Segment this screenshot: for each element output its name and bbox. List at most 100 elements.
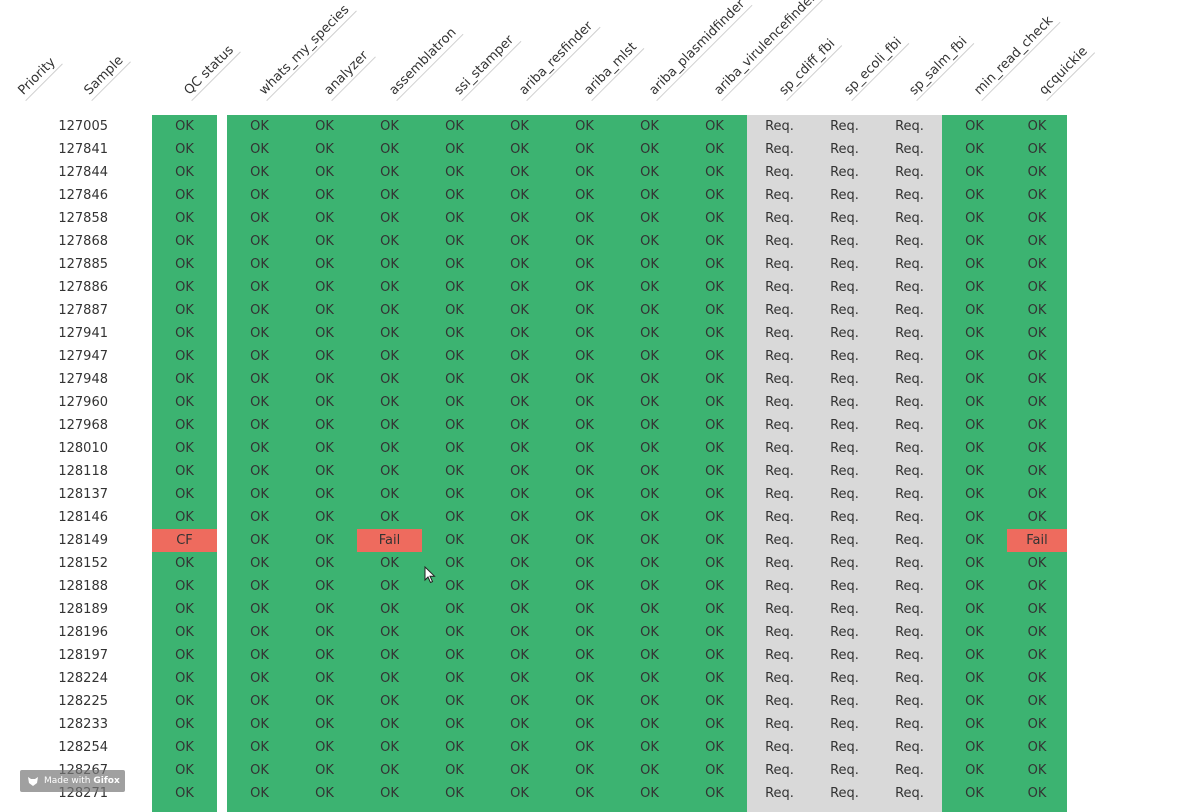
status-cell-qc[interactable]: OK [152, 575, 217, 598]
status-cell-sp-salm-fbi[interactable]: Req. [877, 713, 942, 736]
status-cell-ariba-plasmidfinder[interactable]: OK [617, 713, 682, 736]
status-cell-ariba-virulencefinder[interactable]: OK [682, 644, 747, 667]
status-cell-ariba-resfinder[interactable]: OK [487, 782, 552, 805]
status-cell-ariba-plasmidfinder[interactable]: OK [617, 736, 682, 759]
status-cell-qcquickie[interactable]: OK [1007, 368, 1067, 391]
status-cell-ssi-stamper[interactable]: OK [422, 138, 487, 161]
status-cell-ariba-resfinder[interactable]: OK [487, 506, 552, 529]
status-cell-sp-cdiff-fbi[interactable]: Req. [747, 276, 812, 299]
status-cell-ariba-plasmidfinder[interactable]: OK [617, 460, 682, 483]
status-cell-qc[interactable]: OK [152, 207, 217, 230]
status-cell-sp-ecoli-fbi[interactable]: Req. [812, 115, 877, 138]
status-cell-ssi-stamper[interactable]: OK [422, 483, 487, 506]
status-cell-ariba-virulencefinder[interactable]: OK [682, 345, 747, 368]
status-cell-ssi-stamper[interactable]: OK [422, 276, 487, 299]
status-cell-ssi-stamper[interactable]: OK [422, 414, 487, 437]
column-header-sp-ecoli-fbi[interactable]: sp_ecoli_fbi [840, 31, 910, 102]
status-cell-sp-ecoli-fbi[interactable]: Req. [812, 207, 877, 230]
status-cell-sp-salm-fbi[interactable]: Req. [877, 138, 942, 161]
status-cell-ssi-stamper[interactable]: OK [422, 460, 487, 483]
status-cell-qc[interactable]: OK [152, 184, 217, 207]
status-cell-whats-my-species[interactable]: OK [227, 414, 292, 437]
table-row[interactable]: 127947 OK OK OK OK OK OK OK OK OK Req. Req. Req. OK OK [0, 345, 1178, 368]
status-cell-sp-salm-fbi[interactable]: Req. [877, 437, 942, 460]
status-cell-sp-salm-fbi[interactable]: Req. [877, 230, 942, 253]
status-cell-qcquickie[interactable]: OK [1007, 299, 1067, 322]
status-cell-sp-salm-fbi[interactable]: Req. [877, 483, 942, 506]
status-cell-ariba-mlst[interactable]: OK [552, 667, 617, 690]
status-cell-min-read-check[interactable]: OK [942, 460, 1007, 483]
status-cell-ariba-virulencefinder[interactable]: OK [682, 391, 747, 414]
status-cell[interactable] [617, 805, 682, 812]
status-cell-ariba-mlst[interactable]: OK [552, 414, 617, 437]
status-cell-whats-my-species[interactable]: OK [227, 207, 292, 230]
column-header-priority[interactable]: Priority [14, 52, 63, 102]
status-cell-whats-my-species[interactable]: OK [227, 506, 292, 529]
status-cell-sp-salm-fbi[interactable]: Req. [877, 736, 942, 759]
status-cell-min-read-check[interactable]: OK [942, 207, 1007, 230]
table-row[interactable]: 128137 OK OK OK OK OK OK OK OK OK Req. Req. Req. OK OK [0, 483, 1178, 506]
status-cell-assemblatron[interactable]: OK [357, 368, 422, 391]
status-cell-ssi-stamper[interactable]: OK [422, 161, 487, 184]
status-cell-analyzer[interactable]: OK [292, 115, 357, 138]
status-cell-qcquickie[interactable]: OK [1007, 782, 1067, 805]
status-cell-analyzer[interactable]: OK [292, 644, 357, 667]
status-cell-sp-ecoli-fbi[interactable]: Req. [812, 575, 877, 598]
status-cell[interactable] [292, 805, 357, 812]
status-cell-ariba-plasmidfinder[interactable]: OK [617, 414, 682, 437]
status-cell-sp-ecoli-fbi[interactable]: Req. [812, 391, 877, 414]
status-cell-min-read-check[interactable]: OK [942, 161, 1007, 184]
status-cell-min-read-check[interactable]: OK [942, 437, 1007, 460]
status-cell-sp-cdiff-fbi[interactable]: Req. [747, 414, 812, 437]
status-cell-sp-cdiff-fbi[interactable]: Req. [747, 322, 812, 345]
status-cell-ssi-stamper[interactable]: OK [422, 115, 487, 138]
status-cell-sp-ecoli-fbi[interactable]: Req. [812, 621, 877, 644]
table-row[interactable]: 128224 OK OK OK OK OK OK OK OK OK Req. Req. Req. OK OK [0, 667, 1178, 690]
status-cell-min-read-check[interactable]: OK [942, 782, 1007, 805]
status-cell-ariba-resfinder[interactable]: OK [487, 184, 552, 207]
status-cell-whats-my-species[interactable]: OK [227, 713, 292, 736]
table-row[interactable]: 128254 OK OK OK OK OK OK OK OK OK Req. Req. Req. OK OK [0, 736, 1178, 759]
status-cell-whats-my-species[interactable]: OK [227, 138, 292, 161]
status-cell-qc[interactable]: OK [152, 414, 217, 437]
status-cell-sp-cdiff-fbi[interactable]: Req. [747, 575, 812, 598]
status-cell-assemblatron[interactable]: OK [357, 276, 422, 299]
status-cell-assemblatron[interactable]: OK [357, 230, 422, 253]
status-cell-ariba-virulencefinder[interactable]: OK [682, 115, 747, 138]
status-cell-ariba-plasmidfinder[interactable]: OK [617, 115, 682, 138]
column-header-sample[interactable]: Sample [80, 50, 131, 102]
status-cell-ariba-virulencefinder[interactable]: OK [682, 184, 747, 207]
status-cell-qc[interactable]: OK [152, 736, 217, 759]
status-cell-qcquickie[interactable]: OK [1007, 345, 1067, 368]
status-cell-assemblatron[interactable]: OK [357, 736, 422, 759]
status-cell-ariba-mlst[interactable]: OK [552, 644, 617, 667]
status-cell-ariba-virulencefinder[interactable]: OK [682, 414, 747, 437]
status-cell-ariba-virulencefinder[interactable]: OK [682, 690, 747, 713]
status-cell-analyzer[interactable]: OK [292, 437, 357, 460]
status-cell-qcquickie[interactable]: OK [1007, 437, 1067, 460]
status-cell-ariba-resfinder[interactable]: OK [487, 437, 552, 460]
status-cell-assemblatron[interactable]: OK [357, 115, 422, 138]
status-cell-ssi-stamper[interactable]: OK [422, 529, 487, 552]
status-cell-ariba-resfinder[interactable]: OK [487, 391, 552, 414]
status-cell-qcquickie[interactable]: OK [1007, 506, 1067, 529]
status-cell-ariba-resfinder[interactable]: OK [487, 736, 552, 759]
status-cell-ssi-stamper[interactable]: OK [422, 368, 487, 391]
status-cell-ariba-virulencefinder[interactable]: OK [682, 667, 747, 690]
column-header-qcquickie[interactable]: qcquickie [1035, 41, 1095, 102]
status-cell-sp-ecoli-fbi[interactable]: Req. [812, 598, 877, 621]
status-cell-ssi-stamper[interactable]: OK [422, 299, 487, 322]
status-cell-sp-cdiff-fbi[interactable]: Req. [747, 667, 812, 690]
status-cell-qcquickie[interactable]: OK [1007, 276, 1067, 299]
status-cell-whats-my-species[interactable]: OK [227, 483, 292, 506]
status-cell-whats-my-species[interactable]: OK [227, 368, 292, 391]
status-cell-ariba-resfinder[interactable]: OK [487, 322, 552, 345]
status-cell-qc[interactable]: OK [152, 161, 217, 184]
status-cell-whats-my-species[interactable]: OK [227, 759, 292, 782]
status-cell-min-read-check[interactable]: OK [942, 529, 1007, 552]
status-cell-sp-ecoli-fbi[interactable]: Req. [812, 460, 877, 483]
status-cell-assemblatron[interactable]: OK [357, 667, 422, 690]
status-cell-ariba-mlst[interactable]: OK [552, 276, 617, 299]
status-cell-analyzer[interactable]: OK [292, 575, 357, 598]
status-cell-whats-my-species[interactable]: OK [227, 644, 292, 667]
